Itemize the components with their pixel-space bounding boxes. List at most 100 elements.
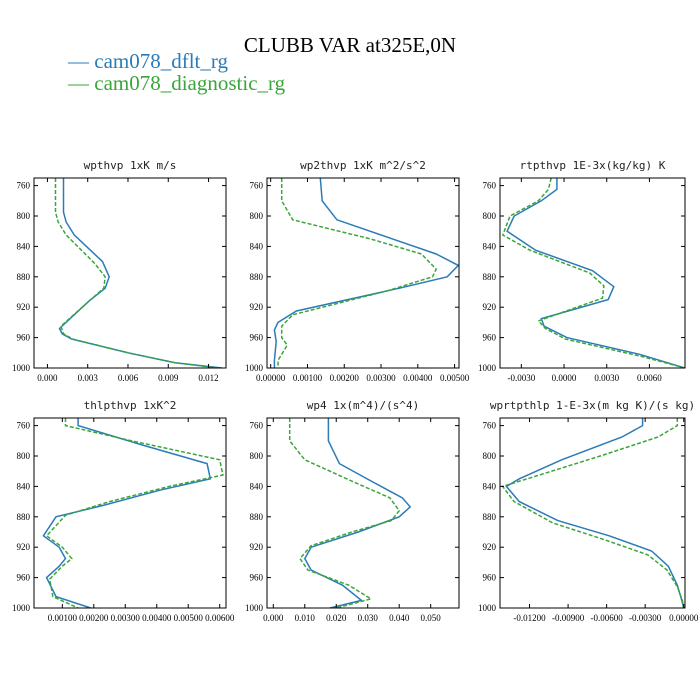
x-tick-label: 0.00500 — [174, 613, 204, 623]
y-tick-label: 1000 — [478, 363, 497, 373]
plot-frame — [33, 177, 227, 369]
x-tick-label: 0.00400 — [403, 373, 433, 383]
y-tick-label: 760 — [250, 181, 264, 191]
y-tick-label: 1000 — [245, 363, 264, 373]
y-tick-label: 920 — [17, 302, 31, 312]
y-tick-label: 960 — [250, 333, 264, 343]
x-tick-label: 0.00400 — [142, 613, 172, 623]
panel-1: wpthvp 1xK m/s 760 800 840 880 920 960 1000 0.00… — [12, 159, 227, 383]
y-tick-label: 840 — [250, 481, 264, 491]
x-tick-label: 0.00100 — [293, 373, 323, 383]
x-tick-label: 0.010 — [295, 613, 316, 623]
legend-item-diagnostic: — cam078_diagnostic_rg — [67, 71, 286, 95]
series-line-diagnostic — [45, 418, 224, 608]
x-tick-label: 0.030 — [358, 613, 379, 623]
panel-2: wp2thvp 1xK m^2/s^2 760 800 840 880 920 960 100… — [245, 159, 470, 383]
y-tick-label: 840 — [250, 241, 264, 251]
x-tick-label: 0.00600 — [205, 613, 235, 623]
x-tick-label: 0.00100 — [48, 613, 78, 623]
series-line-dflt — [58, 178, 223, 368]
legend-item-dflt: — cam078_dflt_rg — [67, 49, 229, 73]
plot-frame — [499, 177, 686, 369]
y-tick-label: 760 — [250, 421, 264, 431]
y-tick-label: 800 — [483, 211, 497, 221]
x-tick-label: 0.00500 — [440, 373, 470, 383]
x-tick-label: 0.050 — [421, 613, 442, 623]
x-tick-label: 0.020 — [326, 613, 347, 623]
x-tick-label: -0.00900 — [552, 613, 585, 623]
x-tick-label: 0.00200 — [79, 613, 109, 623]
panel-5: wp4 1x(m^4)/(s^4)76080084088092096010000… — [245, 399, 460, 623]
x-tick-label: -0.00600 — [591, 613, 624, 623]
series-line-diagnostic — [288, 418, 401, 608]
y-tick-label: 760 — [17, 181, 31, 191]
x-tick-label: 0.00300 — [366, 373, 396, 383]
y-tick-label: 1000 — [12, 363, 31, 373]
y-tick-label: 840 — [483, 481, 497, 491]
x-tick-label: 0.040 — [389, 613, 410, 623]
y-tick-label: 880 — [250, 512, 264, 522]
y-tick-label: 920 — [483, 302, 497, 312]
panels: wpthvp 1xK m/s76080084088092096010000.00… — [12, 159, 699, 623]
y-tick-label: 880 — [17, 512, 31, 522]
panel-3: rtpthvp 1E-3x(kg/kg) K 760 800 840 880 920 960… — [478, 159, 686, 383]
y-tick-label: 960 — [17, 573, 31, 583]
y-tick-label: 760 — [483, 421, 497, 431]
y-tick-label: 880 — [483, 512, 497, 522]
y-tick-label: 880 — [483, 272, 497, 282]
y-tick-label: 840 — [17, 241, 31, 251]
y-tick-label: 760 — [17, 421, 31, 431]
y-tick-label: 800 — [250, 211, 264, 221]
x-tick-label: 0.012 — [198, 373, 218, 383]
y-tick-label: 960 — [483, 333, 497, 343]
y-tick-label: 880 — [250, 272, 264, 282]
plot-frame — [266, 177, 460, 369]
plot-frame — [33, 417, 227, 609]
y-tick-label: 800 — [17, 211, 31, 221]
panel-title: rtpthvp 1E-3x(kg/kg) K — [520, 159, 666, 172]
series-line-dflt — [273, 178, 459, 368]
series-line-dflt — [303, 418, 412, 608]
series-line-dflt — [506, 178, 685, 368]
y-tick-label: 1000 — [12, 603, 31, 613]
x-tick-label: 0.00000 — [256, 373, 286, 383]
x-tick-label: 0.00000 — [669, 613, 699, 623]
x-tick-label: 0.000 — [263, 613, 284, 623]
x-tick-label: 0.0000 — [552, 373, 577, 383]
panel-title: wp4 1x(m^4)/(s^4) — [307, 399, 420, 412]
panel-6: wprtpthlp 1-E-3x(m kg K)/(s kg) 760 800 840… — [478, 399, 699, 623]
x-tick-label: -0.0030 — [507, 373, 535, 383]
y-tick-label: 920 — [250, 542, 264, 552]
y-tick-label: 800 — [17, 451, 31, 461]
series-line-diagnostic — [501, 178, 685, 368]
x-tick-label: 0.0030 — [594, 373, 619, 383]
panel-title: wprtpthlp 1-E-3x(m kg K)/(s kg) — [490, 399, 695, 412]
y-tick-label: 920 — [483, 542, 497, 552]
x-tick-label: 0.00300 — [111, 613, 141, 623]
x-tick-label: 0.0060 — [637, 373, 662, 383]
panel-title: wp2thvp 1xK m^2/s^2 — [300, 159, 426, 172]
y-tick-label: 1000 — [245, 603, 264, 613]
series-line-diagnostic — [277, 178, 438, 368]
y-tick-label: 840 — [483, 241, 497, 251]
series-line-dflt — [505, 418, 685, 608]
panel-4: thlpthvp 1xK^2 760 800 840 880 920 960 1000 0.00… — [12, 399, 235, 623]
y-tick-label: 840 — [17, 481, 31, 491]
x-tick-label: -0.00300 — [629, 613, 662, 623]
figure-title: CLUBB VAR at325E,0N — [244, 33, 456, 57]
y-tick-label: 1000 — [478, 603, 497, 613]
y-tick-label: 920 — [17, 542, 31, 552]
y-tick-label: 880 — [17, 272, 31, 282]
legend: — cam078_dflt_rg — cam078_diagnostic_rg — [67, 49, 286, 95]
x-tick-label: 0.006 — [118, 373, 139, 383]
y-tick-label: 760 — [483, 181, 497, 191]
y-tick-label: 960 — [483, 573, 497, 583]
y-tick-label: 800 — [483, 451, 497, 461]
y-tick-label: 960 — [250, 573, 264, 583]
panel-title: wpthvp 1xK m/s — [84, 159, 177, 172]
plot-frame — [499, 417, 686, 609]
plot-frame — [266, 417, 460, 609]
y-tick-label: 920 — [250, 302, 264, 312]
series-line-dflt — [42, 418, 212, 608]
